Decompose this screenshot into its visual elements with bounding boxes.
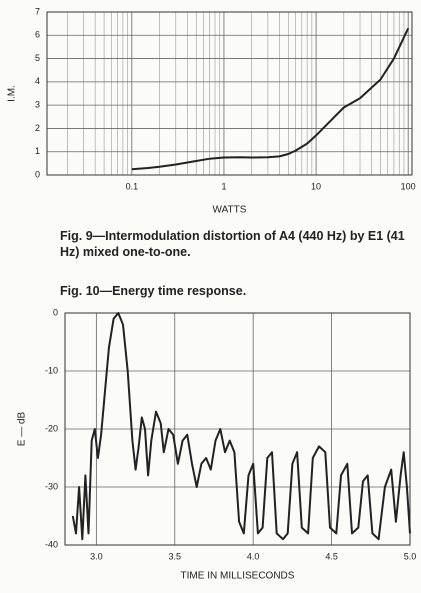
y-tick-label: 0: [35, 169, 40, 179]
x-axis-label: WATTS: [213, 205, 247, 216]
x-tick-label: 100: [401, 181, 416, 191]
plot-frame: [46, 11, 413, 176]
x-tick-label: 4.5: [325, 551, 338, 561]
y-tick-label: 0: [53, 307, 58, 317]
caption: Fig. 9—Intermodulation distortion of A4 …: [60, 229, 405, 259]
y-tick-label: -10: [45, 365, 58, 375]
x-tick-label: 1: [221, 181, 226, 191]
x-tick-label: 3.5: [169, 551, 182, 561]
y-tick-label: 4: [35, 76, 40, 86]
caption: Fig. 10—Energy time response.: [60, 284, 247, 298]
x-tick-label: 5.0: [404, 551, 417, 561]
data-line: [71, 312, 411, 541]
x-tick-label: 4.0: [247, 551, 260, 561]
y-axis-label: E — dB: [17, 411, 28, 446]
y-tick-label: 3: [35, 100, 40, 110]
y-tick-label: -40: [45, 539, 58, 549]
data-line: [131, 27, 410, 171]
x-tick-label: 3.0: [90, 551, 103, 561]
x-axis-label: TIME IN MILLISECONDS: [181, 571, 295, 582]
y-axis-label: I.M.: [7, 85, 18, 102]
y-tick-label: -30: [45, 481, 58, 491]
y-tick-label: 1: [35, 146, 40, 156]
y-tick-label: -20: [45, 423, 58, 433]
y-tick-label: 6: [35, 30, 40, 40]
y-tick-label: 2: [35, 123, 40, 133]
y-tick-label: 5: [35, 53, 40, 63]
y-tick-label: 7: [35, 6, 40, 16]
x-tick-label: 10: [311, 181, 321, 191]
plot-frame: [64, 312, 411, 546]
x-tick-label: 0.1: [126, 181, 139, 191]
